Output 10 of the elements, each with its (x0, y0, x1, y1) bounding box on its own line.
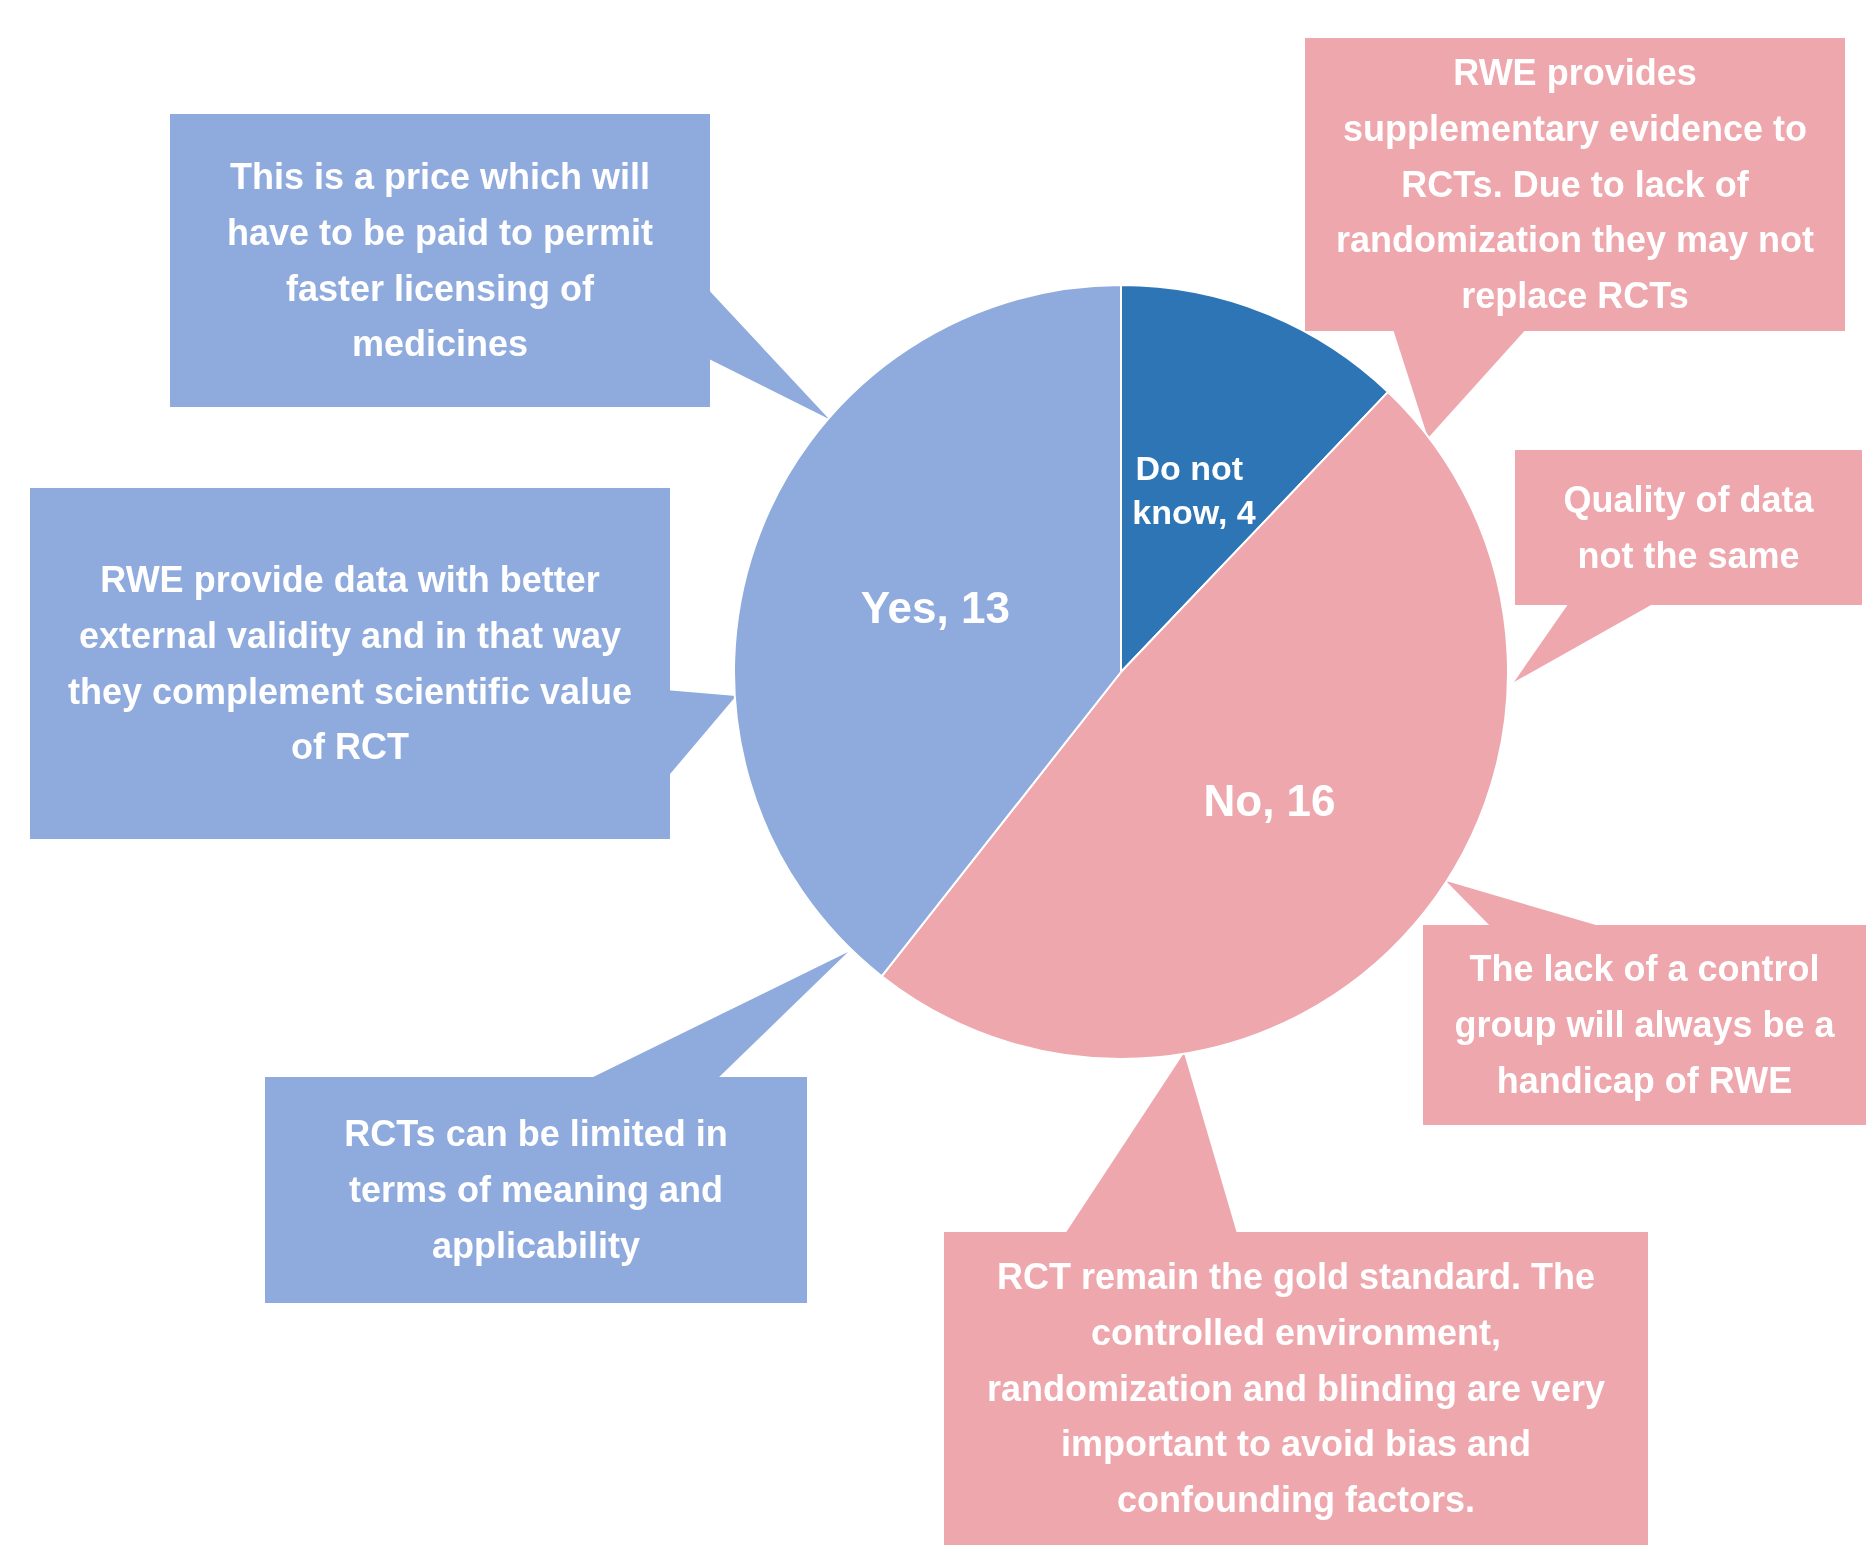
text: RWE provides supplementary evidence to RCTs. Due to lack of randomization they may not replace RCTs (1334, 51, 1816, 319)
text: RCT remain the gold standard. The controlled environment, randomization and blinding are very important to avoid bias and confounding factors. (985, 1255, 1607, 1523)
text: RWE provide data with better external validity and in that way they complement scientific value of RCT (66, 557, 634, 770)
data-label: Yes, 13 (860, 583, 1010, 633)
text: RCTs can be limited in terms of meaning and applicability (343, 1112, 729, 1268)
text: This is a price which will have to be paid to permit faster licensing of medicines (225, 154, 655, 367)
text: The lack of a control group will always be a handicap of RWE (1453, 947, 1836, 1103)
data-label: Do not know, 4 (1132, 448, 1256, 531)
data-label: No, 16 (1203, 776, 1336, 826)
text: Quality of data not the same (1562, 477, 1815, 578)
